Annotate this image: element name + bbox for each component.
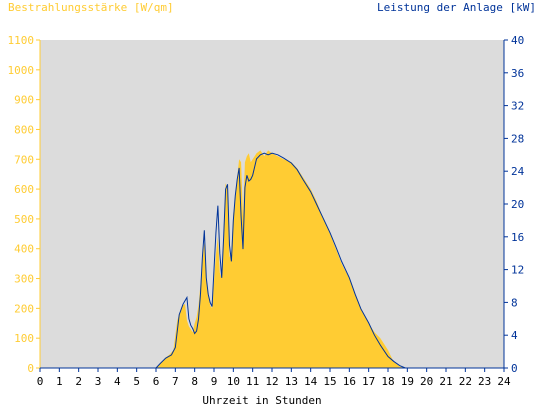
left-tick-label: 200 <box>14 302 34 315</box>
right-tick-label: 40 <box>511 34 524 47</box>
left-tick-label: 100 <box>14 332 34 345</box>
right-tick-label: 12 <box>511 264 524 277</box>
x-tick-label: 16 <box>343 375 356 388</box>
x-tick-label: 18 <box>381 375 394 388</box>
x-tick-label: 17 <box>362 375 375 388</box>
right-tick-label: 0 <box>511 362 518 375</box>
x-tick-label: 19 <box>401 375 414 388</box>
left-axis-title: Bestrahlungsstärke [W/qm] <box>8 1 174 14</box>
x-tick-label: 3 <box>95 375 102 388</box>
x-tick-label: 23 <box>478 375 491 388</box>
right-tick-label: 16 <box>511 231 524 244</box>
x-tick-label: 1 <box>56 375 63 388</box>
right-tick-label: 32 <box>511 100 524 113</box>
right-tick-label: 24 <box>511 165 525 178</box>
left-tick-label: 300 <box>14 273 34 286</box>
left-tick-label: 600 <box>14 183 34 196</box>
right-tick-label: 8 <box>511 296 518 309</box>
left-tick-label: 500 <box>14 213 34 226</box>
x-axis-ticks: 0 1 2 3 4 5 6 7 8 9 10 11 12 13 14 15 16 17 18 19 20 21 22 23 24 <box>37 368 511 388</box>
series-layer <box>40 150 504 369</box>
x-tick-label: 2 <box>75 375 82 388</box>
x-tick-label: 24 <box>497 375 511 388</box>
left-tick-label: 0 <box>27 362 34 375</box>
x-tick-label: 21 <box>439 375 452 388</box>
x-tick-label: 0 <box>37 375 44 388</box>
left-tick-label: 700 <box>14 153 34 166</box>
x-tick-label: 9 <box>211 375 218 388</box>
right-tick-label: 4 <box>511 329 518 342</box>
x-tick-label: 11 <box>246 375 259 388</box>
x-tick-label: 8 <box>191 375 198 388</box>
series-power-line <box>40 152 504 369</box>
series-irradiance-area <box>40 150 504 368</box>
x-tick-label: 22 <box>459 375 472 388</box>
right-axis-ticks: 0 4 8 12 16 20 24 28 32 36 40 <box>504 34 525 375</box>
x-tick-label: 20 <box>420 375 433 388</box>
right-tick-label: 28 <box>511 132 524 145</box>
x-tick-label: 4 <box>114 375 121 388</box>
right-axis-title: Leistung der Anlage [kW] <box>377 1 536 14</box>
x-tick-label: 14 <box>304 375 318 388</box>
left-tick-label: 900 <box>14 94 34 107</box>
x-tick-label: 10 <box>227 375 240 388</box>
x-axis-title: Uhrzeit in Stunden <box>202 394 321 407</box>
left-tick-label: 400 <box>14 243 34 256</box>
right-tick-label: 20 <box>511 198 524 211</box>
x-tick-label: 7 <box>172 375 179 388</box>
left-axis-ticks: 0 100 200 300 400 500 600 700 800 900 1000 1100 <box>8 34 40 375</box>
x-tick-label: 6 <box>153 375 160 388</box>
left-tick-label: 1100 <box>8 34 35 47</box>
right-tick-label: 36 <box>511 67 524 80</box>
left-tick-label: 1000 <box>8 64 35 77</box>
x-tick-label: 5 <box>133 375 140 388</box>
left-tick-label: 800 <box>14 123 34 136</box>
x-tick-label: 15 <box>323 375 336 388</box>
x-tick-label: 12 <box>265 375 278 388</box>
x-tick-label: 13 <box>285 375 298 388</box>
